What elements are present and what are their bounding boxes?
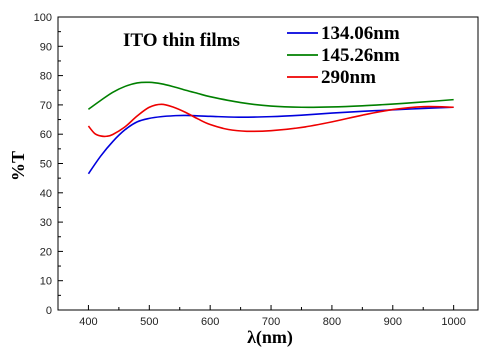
series-line-3 [87, 103, 454, 138]
series-lines [87, 81, 454, 175]
y-axis-title: %T [8, 151, 28, 181]
x-tick-label: 600 [201, 316, 219, 328]
chart-annotation: ITO thin films [123, 30, 240, 51]
y-tick-label: 90 [40, 41, 52, 53]
x-tick-label: 1000 [441, 316, 465, 328]
series-line-1 [87, 106, 454, 175]
y-tick-label: 10 [40, 276, 52, 288]
x-axis-title: λ(nm) [247, 327, 293, 347]
y-tick-label: 30 [40, 217, 52, 229]
legend-label-1: 134.06nm [321, 23, 400, 44]
legend-label-3: 290nm [321, 67, 376, 88]
y-tick-label: 20 [40, 246, 52, 258]
x-tick-label: 400 [79, 316, 97, 328]
x-tick-label: 900 [384, 316, 402, 328]
x-tick-label: 800 [323, 316, 341, 328]
y-tick-label: 0 [46, 305, 52, 317]
y-tick-label: 100 [34, 12, 52, 24]
axes: 0 10 20 30 40 50 60 70 80 90 100 400 500 600 700 800 900… [34, 12, 479, 328]
y-tick-label: 50 [40, 159, 52, 171]
x-tick-label: 500 [140, 316, 158, 328]
series-line-2 [87, 81, 454, 110]
x-tick-label: 700 [262, 316, 280, 328]
y-tick-label: 60 [40, 129, 52, 141]
y-tick-label: 70 [40, 100, 52, 112]
y-tick-label: 40 [40, 188, 52, 200]
legend-label-2: 145.26nm [321, 45, 400, 66]
y-tick-label: 80 [40, 71, 52, 83]
plot-frame [57, 16, 479, 311]
